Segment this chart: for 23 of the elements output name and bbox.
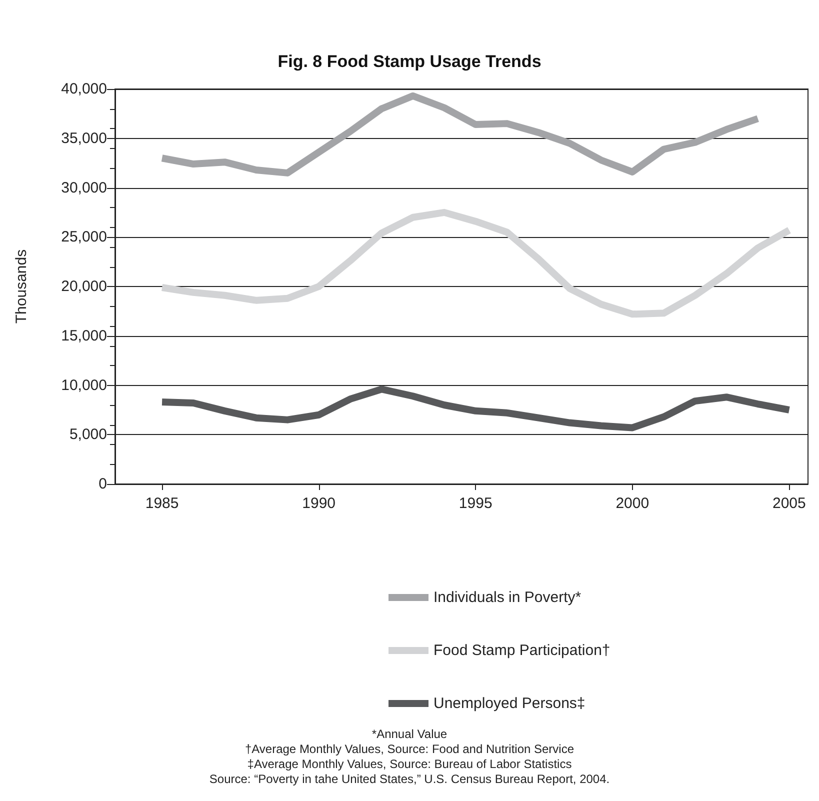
y-tick-label: 15,000	[61, 327, 107, 344]
y-tick-label: 5,000	[69, 426, 107, 444]
source-note: Source: “Poverty in tahe United States,” U.S. Census Bureau Report, 2004.	[208, 772, 611, 787]
x-tick-label: 2005	[772, 495, 806, 512]
x-tick-label: 1990	[302, 495, 336, 512]
x-tick-label: 1985	[145, 495, 179, 512]
y-tick-label: 40,000	[61, 80, 107, 98]
x-tick-label: 1995	[458, 495, 492, 512]
y-tick-label: 35,000	[61, 130, 107, 147]
y-tick-label: 0	[98, 476, 107, 492]
chart-title: Fig. 8 Food Stamp Usage Trends	[278, 52, 542, 71]
legend-label: Food Stamp Participation†	[434, 642, 610, 659]
y-tick-label: 25,000	[61, 228, 107, 246]
y-axis-title: Thousands	[13, 249, 30, 324]
legend-label: Individuals in Poverty*	[434, 589, 582, 606]
text: †Average Monthly Values, Source: Food and Nutrition Service	[244, 742, 576, 757]
legend-label: Unemployed Persons‡	[434, 695, 586, 712]
y-tick-label: 10,000	[61, 376, 107, 394]
text: ‡Average Monthly Values, Source: Bureau of Labor Statistics	[246, 757, 573, 772]
x-tick-label: 2000	[616, 495, 650, 512]
y-tick-label: 30,000	[61, 179, 107, 196]
y-tick-label: 20,000	[61, 278, 107, 295]
text: *Annual Value	[370, 727, 448, 742]
